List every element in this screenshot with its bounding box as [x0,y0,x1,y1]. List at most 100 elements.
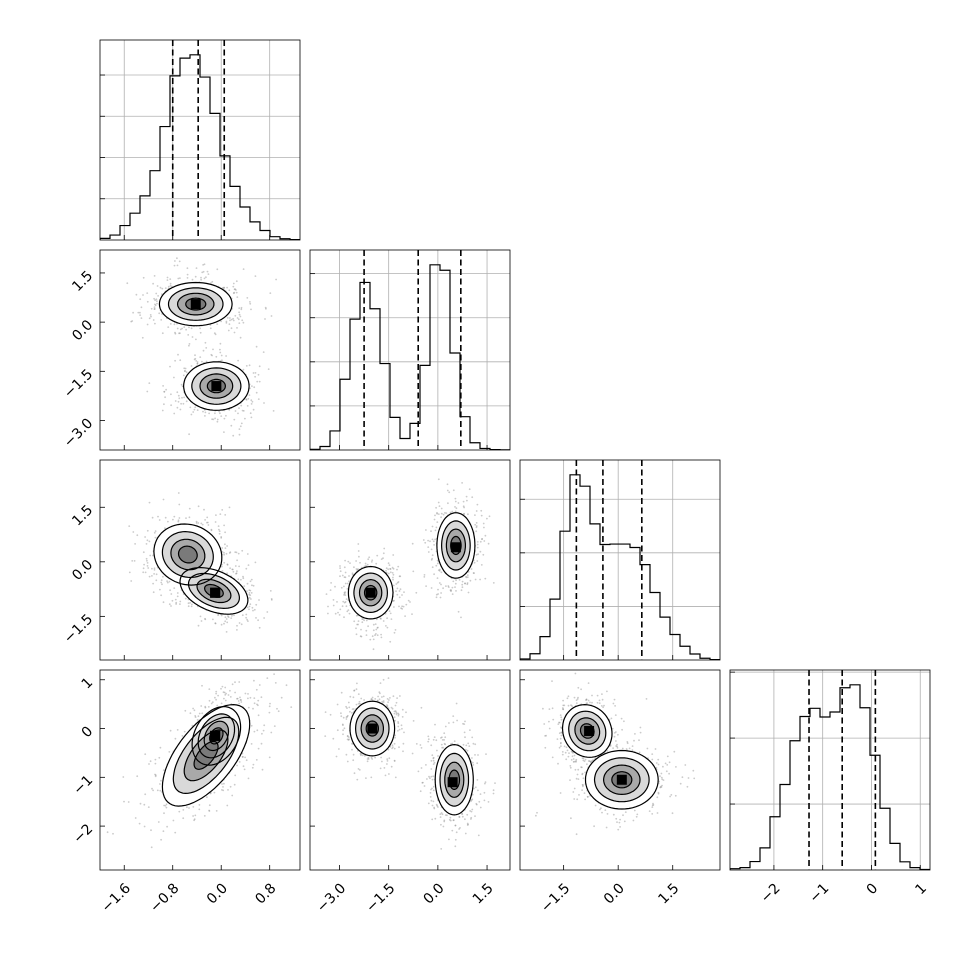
scatter-point [360,628,362,631]
scatter-point [204,411,207,414]
scatter-point [435,526,438,529]
y-tick-label: 0.0 [69,557,96,584]
scatter-point [164,396,167,399]
scatter-point [258,365,261,368]
scatter-point [434,529,437,532]
scatter-point [325,593,328,595]
scatter-point [387,572,390,575]
panel-plot-area [325,478,495,651]
scatter-point [470,568,473,570]
scatter-point [372,638,375,641]
scatter-point [377,626,379,629]
scatter-point [388,564,391,566]
scatter-point [427,539,429,542]
scatter-point [142,294,144,296]
scatter-point [327,612,329,615]
scatter-point [219,412,221,415]
scatter-point [480,564,483,566]
scatter-point [170,404,173,407]
scatter-point [185,328,188,331]
panel-plot-area [100,40,300,240]
scatter-point [398,596,401,599]
scatter-point [226,621,229,624]
scatter-point [347,609,350,611]
scatter-point [336,703,339,706]
scatter-point [241,409,244,412]
scatter-point [475,522,478,524]
scatter-point [460,616,462,619]
scatter-point [169,278,172,280]
scatter-point [382,620,385,622]
scatter-point [232,282,235,285]
scatter-point [220,354,223,357]
scatter-point [386,705,389,707]
scatter-point [157,821,160,823]
scatter-point [154,303,156,306]
scatter-point [387,748,390,751]
scatter-point [370,698,373,700]
scatter-point [220,687,222,690]
scatter-point [221,551,224,553]
scatter-point [134,817,137,819]
scatter-point [435,593,438,596]
scatter-point [164,287,167,289]
scatter-point [160,579,163,581]
scatter-point [160,838,163,841]
scatter-point [439,816,442,818]
scatter-point [336,729,339,732]
scatter-point [395,711,397,713]
scatter-point [380,756,382,759]
scatter-point [367,758,370,760]
scatter-point [332,737,335,740]
scatter-point [450,590,452,593]
scatter-point [389,571,392,574]
scatter-point [238,761,241,763]
scatter-point [245,613,248,616]
scatter-point [238,702,241,705]
scatter-point [436,559,439,562]
scatter-point [248,589,251,591]
scatter-point [223,286,226,289]
scatter-point [193,819,196,822]
scatter-point [377,699,379,702]
scatter-point [394,710,397,712]
scatter-point [199,327,202,330]
histogram-panel-2 [519,459,721,661]
scatter-point [237,700,240,702]
scatter-point [472,572,475,574]
scatter-point [248,394,251,396]
scatter-point [252,372,255,374]
scatter-point [207,273,210,275]
scatter-point [395,590,397,593]
scatter-point [136,534,139,537]
scatter-point [246,618,249,621]
scatter-point [251,385,253,387]
scatter-point [232,317,235,320]
scatter-point [154,536,157,539]
scatter-point [164,516,167,519]
scatter-point [196,409,199,411]
scatter-point [391,747,393,750]
scatter-point [215,698,218,701]
scatter-point [173,264,176,267]
scatter-point [392,584,395,587]
scatter-point [188,344,190,347]
scatter-point [423,574,426,576]
scatter-point [397,725,400,728]
scatter-point [220,415,223,417]
scatter-point [203,277,206,280]
scatter-point [188,807,190,809]
scatter-point [224,543,226,546]
scatter-point [424,541,427,544]
scatter-point [170,593,173,595]
contour-line [193,740,219,770]
scatter-point [386,617,388,620]
scatter-point [236,327,238,329]
scatter-point [398,590,401,592]
scatter-point [150,315,152,318]
scatter-point [253,702,256,705]
scatter-point [235,289,237,291]
scatter-point [488,515,491,518]
scatter-point [205,347,208,349]
scatter-point [237,318,240,321]
